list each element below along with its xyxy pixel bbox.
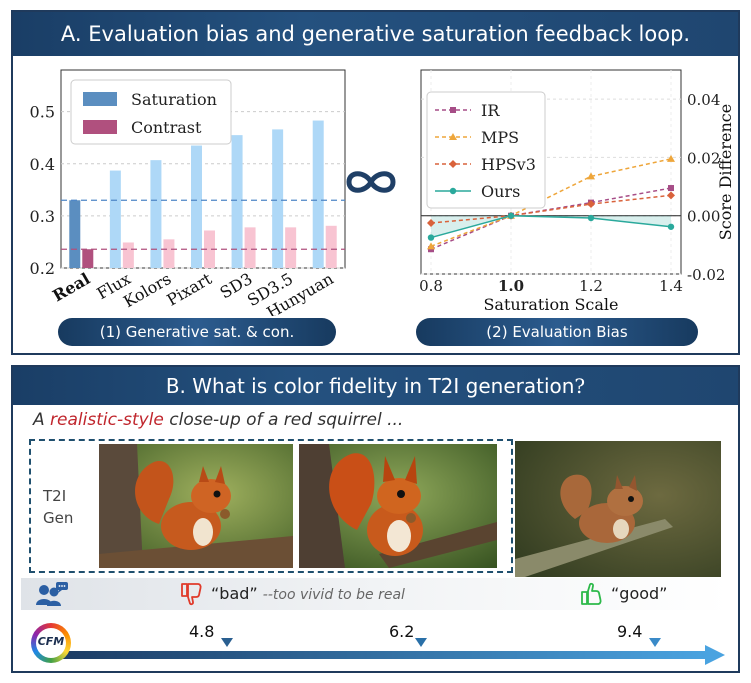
point-hpsv3 [587, 200, 595, 209]
generated-squirrel-image-2 [299, 444, 497, 568]
point-ir [668, 185, 674, 192]
legend-label-contrast: Contrast [131, 118, 202, 137]
good-feedback: “good” [611, 584, 668, 603]
bar-saturation [150, 160, 162, 268]
score-marker-3 [649, 638, 661, 647]
legend-label-ours: Ours [481, 182, 520, 201]
bar-saturation [191, 145, 202, 268]
legend-marker-mps [449, 133, 457, 140]
real-squirrel-image [515, 441, 721, 577]
user-group-icon [35, 581, 69, 607]
series-line-mps [430, 158, 672, 248]
score-arrow [57, 645, 725, 665]
line-xaxis-label: Saturation Scale [483, 295, 618, 314]
cfm-logo-text: CFM [37, 635, 65, 648]
score-bad-2: 6.2 [389, 622, 415, 641]
bad-note: --too vivid to be real [262, 587, 405, 603]
bar-saturation [272, 129, 284, 268]
pill-generative-sat-con: (1) Generative sat. & con. [58, 318, 336, 346]
bar-contrast [244, 227, 256, 268]
line-legend-box [426, 91, 546, 209]
bar-contrast [122, 242, 134, 268]
bar-saturation [109, 170, 121, 268]
series-line-hpsv3 [430, 194, 672, 224]
series-line-ours [430, 214, 672, 239]
legend-label-hpsv3: HPSv3 [481, 155, 536, 174]
legend-swatch-saturation [83, 92, 117, 106]
thumbs-up-icon [579, 581, 605, 607]
line-ytick-label: 0.00 [687, 208, 720, 226]
score-marker-1 [221, 638, 233, 647]
evaluation-bias-line-chart: 0.04 0.02 0.00 -0.02 0.8 1.0 1.2 1.4 IR MPS HPSv3 O… [419, 69, 735, 314]
point-ours [507, 212, 515, 219]
bar-saturation [312, 120, 324, 268]
panel-b: B. What is color fidelity in T2I generat… [11, 365, 740, 673]
gen-label: Gen [43, 509, 74, 527]
score-bad-1: 4.8 [189, 622, 215, 641]
t2i-generation-box: T2I Gen [29, 439, 513, 573]
line-xtick-label: 1.2 [579, 277, 603, 295]
thumbs-down-icon [179, 581, 205, 607]
cfm-logo: CFM [31, 623, 71, 663]
bar-ytick-label: 0.3 [30, 207, 55, 226]
legend-label-saturation: Saturation [131, 90, 217, 109]
bad-label: “bad” [211, 584, 258, 603]
legend-marker-ours [449, 187, 457, 195]
line-ytick-label: 0.04 [687, 91, 720, 109]
line-yaxis-label: Score Difference [716, 104, 735, 240]
point-mps [427, 242, 435, 250]
bar-contrast [325, 225, 337, 268]
panel-b-title: B. What is color fidelity in T2I generat… [13, 367, 738, 405]
point-hpsv3 [427, 219, 435, 227]
bar-category-label: Pixart [163, 269, 215, 310]
panel-b-title-question: ? [574, 374, 586, 398]
line-xtick-label: 0.8 [419, 277, 443, 295]
prompt-text: A realistic-style close-up of a red squi… [33, 410, 403, 430]
bar-ytick-label: 0.2 [30, 259, 55, 278]
pill-evaluation-bias: (2) Evaluation Bias [416, 318, 698, 346]
legend-marker-hpsv3 [449, 160, 457, 168]
bar-saturation [69, 200, 81, 268]
panel-b-title-text: B. What is color fidelity in T2I generat… [165, 374, 575, 398]
point-hpsv3 [667, 191, 675, 200]
generated-squirrel-image-1 [99, 444, 293, 568]
point-mps [587, 172, 595, 180]
bar-contrast [82, 249, 94, 268]
bar-contrast [285, 227, 297, 268]
line-xtick-label: 1.0 [498, 277, 524, 295]
legend-label-ir: IR [481, 101, 500, 120]
line-ytick-label: -0.02 [687, 266, 725, 284]
panel-a: A. Evaluation bias and generative satura… [11, 10, 740, 355]
human-feedback-bar: “bad” --too vivid to be real “good” [21, 578, 729, 610]
feedback-loop-icon [343, 167, 399, 197]
bar-category-label: Kolors [120, 269, 174, 311]
bar-contrast [204, 230, 215, 268]
line-ytick-label: 0.02 [687, 149, 720, 167]
bar-saturation [231, 135, 243, 268]
legend-marker-ir [450, 107, 456, 113]
panel-a-title: A. Evaluation bias and generative satura… [13, 12, 738, 56]
point-ours [587, 214, 595, 222]
bar-contrast [163, 239, 175, 268]
bad-feedback: “bad” --too vivid to be real [211, 584, 405, 603]
t2i-label: T2I [43, 487, 67, 505]
bar-ytick-label: 0.4 [30, 155, 55, 174]
prompt-highlight: realistic-style [50, 410, 164, 430]
bar-ytick-label: 0.5 [30, 103, 55, 122]
t2i-gen-label: T2I Gen [43, 485, 73, 529]
score-good: 9.4 [617, 622, 643, 641]
point-mps [667, 154, 675, 162]
prompt-pre: A [33, 410, 51, 430]
prompt-post: close-up of a red squirrel ... [163, 410, 404, 430]
bar-category-label: Real [49, 269, 93, 305]
line-xtick-label: 1.4 [659, 277, 683, 295]
legend-label-mps: MPS [481, 128, 519, 147]
point-ours [427, 234, 435, 241]
score-marker-2 [415, 638, 427, 647]
legend-swatch-contrast [83, 120, 117, 134]
point-ours [667, 223, 675, 230]
